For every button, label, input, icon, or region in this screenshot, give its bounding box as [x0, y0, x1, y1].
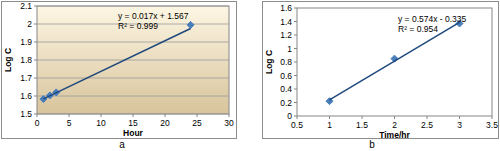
tick-label: 25 — [192, 118, 202, 128]
grid-line — [37, 42, 229, 43]
tick-label: 1 — [287, 44, 292, 54]
tick-label: 0.2 — [280, 98, 292, 108]
tick — [34, 6, 37, 7]
grid-line — [37, 60, 229, 61]
equation-label: R² = 0.999 — [118, 21, 158, 31]
tick — [34, 42, 37, 43]
data-group — [40, 21, 194, 102]
tick — [492, 116, 493, 119]
tick — [294, 48, 297, 49]
equation-label: y = 0.574x - 0.335 — [398, 14, 467, 24]
chart: 00.20.40.60.811.21.41.60.511.522.533.5Ti… — [263, 2, 499, 151]
tick — [294, 8, 297, 9]
tick — [229, 114, 230, 117]
tick-label: 2 — [27, 19, 32, 29]
tick-label: 0.6 — [280, 71, 292, 81]
data-point — [40, 96, 47, 103]
trend-line — [330, 22, 460, 99]
tick — [362, 116, 363, 119]
tick-label: 0.5 — [291, 120, 303, 130]
tick-label: 1.6 — [20, 91, 32, 101]
tick — [197, 114, 198, 117]
tick-label: 1.2 — [280, 30, 292, 40]
tick-label: 0.4 — [280, 84, 292, 94]
data-point — [187, 21, 194, 28]
tick-label: 1.9 — [20, 37, 32, 47]
tick — [294, 21, 297, 22]
tick-label: 0.8 — [280, 57, 292, 67]
tick — [133, 114, 134, 117]
tick-label: 1.8 — [20, 55, 32, 65]
tick-label: 3.5 — [486, 120, 498, 130]
tick-label: 5 — [67, 118, 72, 128]
trend-line — [43, 29, 190, 99]
tick-label: 1.5 — [356, 120, 368, 130]
chart-frame — [2, 2, 237, 139]
tick — [427, 116, 428, 119]
tick — [297, 116, 298, 119]
y-axis-title: Log C — [264, 50, 274, 74]
tick-label: 15 — [128, 118, 138, 128]
data-group — [326, 20, 463, 105]
tick — [37, 114, 38, 117]
tick-label: 1.5 — [20, 109, 32, 119]
plot-area — [37, 6, 229, 114]
tick — [69, 114, 70, 117]
tick-label: 10 — [96, 118, 106, 128]
tick — [34, 96, 37, 97]
panel-caption: b — [369, 139, 375, 150]
tick — [329, 116, 330, 119]
plot-area — [297, 8, 492, 116]
tick-label: 1 — [327, 120, 332, 130]
tick — [294, 35, 297, 36]
tick — [294, 62, 297, 63]
tick — [294, 102, 297, 103]
tick-label: 20 — [160, 118, 170, 128]
figure: 1.5 1.6 1.7 1.8 1.9 2 2.1 0 5 10 15 20 25 30 Hour Log C… — [0, 0, 500, 151]
tick — [394, 116, 395, 119]
tick — [294, 75, 297, 76]
tick — [294, 89, 297, 90]
tick — [34, 24, 37, 25]
tick-label: 1.6 — [280, 3, 292, 13]
grid-line — [37, 78, 229, 79]
tick-label: 0 — [35, 118, 40, 128]
equation-label: R² = 0.954 — [398, 24, 438, 34]
tick-label: 3 — [457, 120, 462, 130]
y-axis-title: Log C — [3, 48, 13, 72]
equation-label: y = 0.017x + 1.567 — [118, 11, 189, 21]
tick-label: 2.5 — [421, 120, 433, 130]
tick-label: 2 — [392, 120, 397, 130]
chart-frame — [263, 2, 499, 139]
grid-line — [37, 6, 229, 7]
chart: 1.5 1.6 1.7 1.8 1.9 2 2.1 0 5 10 15 20 25 30 Hour Log C… — [2, 1, 237, 150]
tick-label: 30 — [224, 118, 234, 128]
panel-caption: a — [119, 139, 125, 150]
tick — [101, 114, 102, 117]
tick-label: 1.7 — [20, 73, 32, 83]
tick-label: 1.4 — [280, 17, 292, 27]
tick — [34, 60, 37, 61]
tick — [459, 116, 460, 119]
x-axis-title: Time/hr — [379, 130, 410, 140]
x-axis-title: Hour — [123, 128, 144, 138]
tick — [34, 78, 37, 79]
tick — [165, 114, 166, 117]
tick-label: 2.1 — [20, 1, 32, 11]
grid-line — [37, 96, 229, 97]
